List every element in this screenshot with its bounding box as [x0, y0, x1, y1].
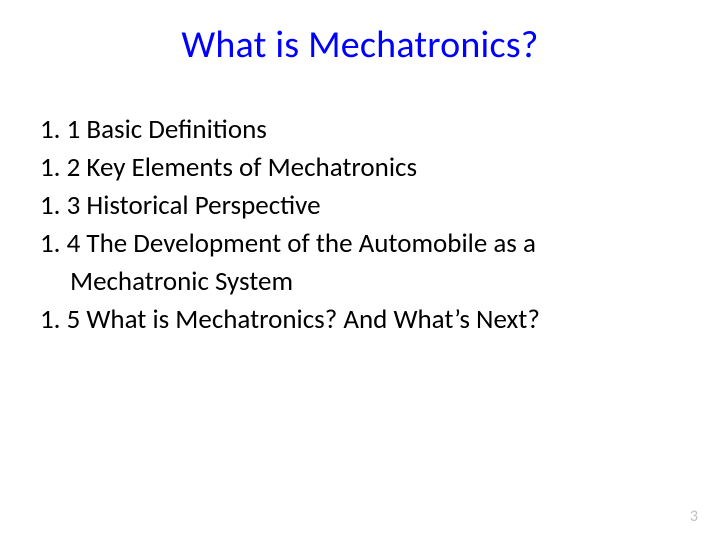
item-text: Key Elements of Mechatronics [86, 151, 417, 184]
slide-body: 1. 1 Basic Definitions 1. 2 Key Elements… [0, 76, 720, 338]
page-number: 3 [690, 507, 698, 526]
list-item: 1. 4 The Development of the Automobile a… [40, 226, 680, 262]
slide: { "title": { "text": "What is Mechatroni… [0, 0, 720, 540]
item-text: The Development of the Automobile as a [86, 227, 536, 260]
list-item-continuation: Mechatronic System [40, 264, 680, 300]
item-text: Basic Definitions [86, 113, 266, 146]
slide-title: What is Mechatronics? [0, 0, 720, 76]
list-item: 1. 2 Key Elements of Mechatronics [40, 150, 680, 186]
item-number: 1. 1 [40, 113, 80, 146]
item-text: What is Mechatronics? And What’s Next? [86, 303, 539, 336]
item-text: Historical Perspective [86, 189, 320, 222]
list-item: 1. 3 Historical Perspective [40, 188, 680, 224]
item-number: 1. 3 [40, 189, 80, 222]
list-item: 1. 5 What is Mechatronics? And What’s Ne… [40, 302, 680, 338]
list-item: 1. 1 Basic Definitions [40, 112, 680, 148]
item-number: 1. 5 [40, 303, 80, 336]
item-number: 1. 2 [40, 151, 80, 184]
item-number: 1. 4 [40, 227, 80, 260]
